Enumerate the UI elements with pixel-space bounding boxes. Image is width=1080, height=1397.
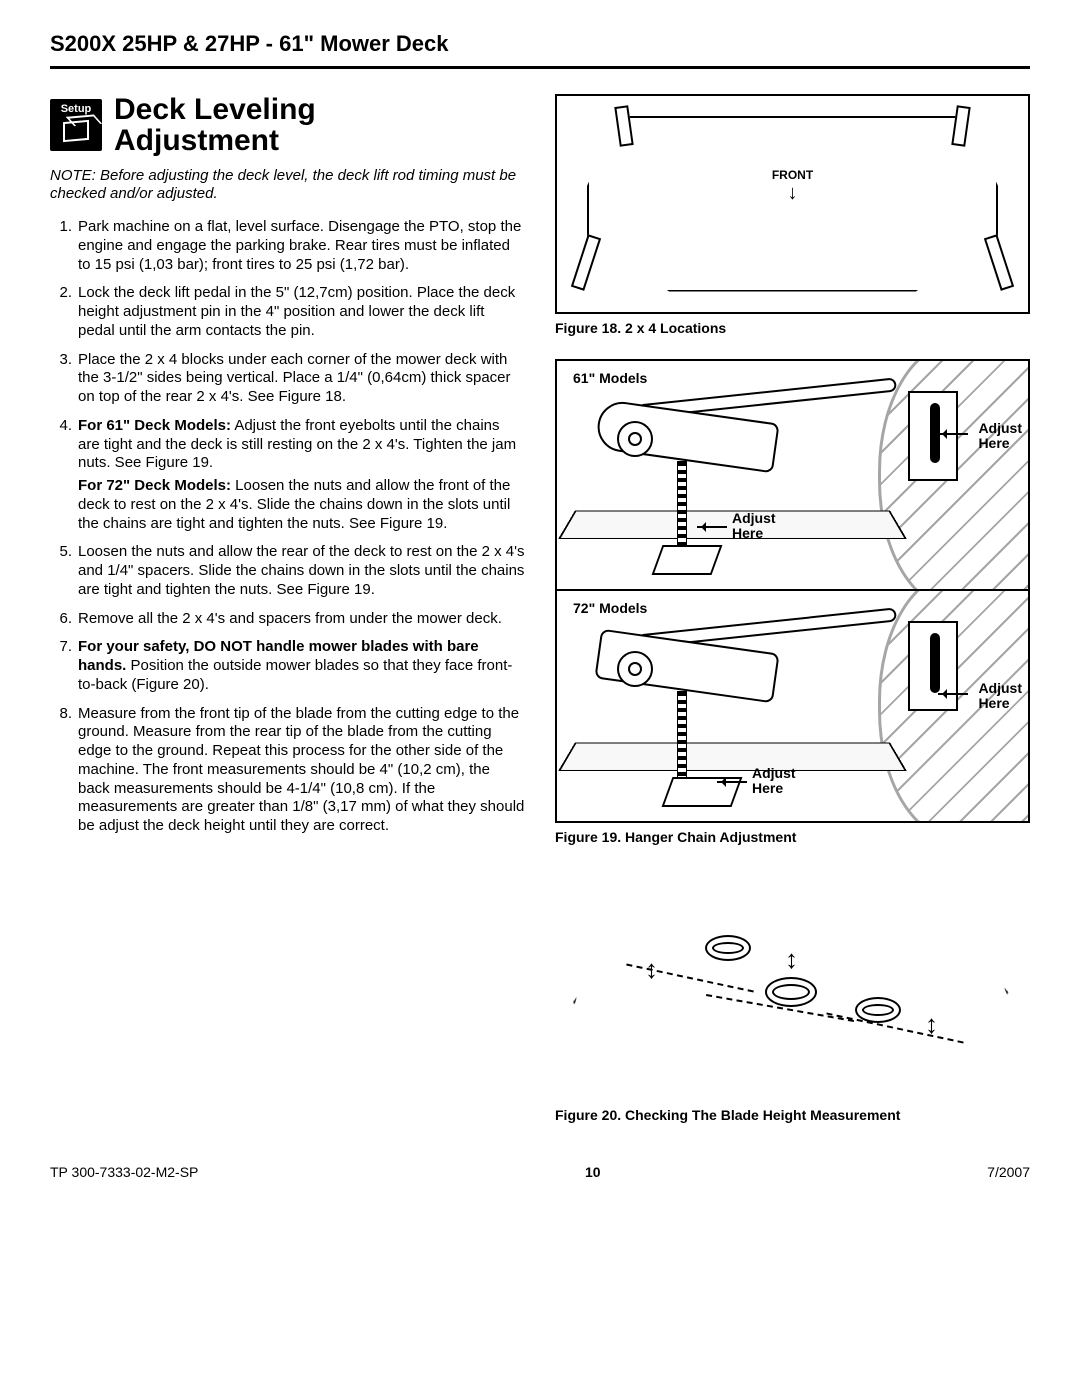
- adjust-label-bottom-72: Adjust Here: [752, 766, 796, 795]
- updown-arrow-icon: ↕: [925, 1017, 938, 1033]
- pulley-shape: [765, 977, 817, 1007]
- figure-19-caption: Figure 19. Hanger Chain Adjustment: [555, 829, 1030, 847]
- updown-arrow-icon: ↕: [645, 962, 658, 978]
- arrow-icon: [938, 433, 968, 435]
- figure-20: ↕ ↕ ↕: [555, 887, 1030, 1107]
- front-text: FRONT: [772, 168, 813, 182]
- panel-72-label: 72" Models: [571, 599, 649, 619]
- down-arrow-icon: ↓: [772, 185, 813, 201]
- page-header: S200X 25HP & 27HP - 61" Mower Deck: [50, 30, 1030, 69]
- deck-outline-shape: [587, 116, 998, 292]
- chain-plate-shape: [652, 545, 723, 575]
- step-10: Measure from the front tip of the blade …: [50, 705, 525, 836]
- setup-icon-label: Setup: [61, 103, 92, 115]
- section-title: Deck Leveling Adjustment: [114, 94, 316, 157]
- note-text: NOTE: Before adjusting the deck level, t…: [50, 167, 525, 205]
- step-2: Lock the deck lift pedal in the 5" (12,7…: [50, 284, 525, 340]
- arrow-icon: [697, 526, 727, 528]
- section-title-line1: Deck Leveling: [114, 93, 316, 126]
- updown-arrow-icon: ↕: [785, 952, 798, 968]
- setup-icon: Setup: [50, 99, 102, 151]
- pulley-shape: [705, 935, 751, 961]
- step-6b-bold: For 72" Deck Models:: [78, 477, 231, 494]
- pivot-shape: [617, 421, 653, 457]
- footer-left: TP 300-7333-02-M2-SP: [50, 1164, 198, 1182]
- page-footer: TP 300-7333-02-M2-SP 10 7/2007: [50, 1164, 1030, 1182]
- slot-shape: [908, 391, 958, 481]
- arrow-icon: [717, 781, 747, 783]
- figure-18: FRONT ↓: [555, 94, 1030, 314]
- step-6-bold: For 61" Deck Models:: [78, 417, 231, 434]
- figure-19-panel-72: 72" Models Adjust Here Adjust Here: [557, 591, 1028, 821]
- adjust-label-right-61: Adjust Here: [978, 421, 1022, 450]
- step-3: Place the 2 x 4 blocks under each corner…: [50, 351, 525, 407]
- left-column: Setup Deck Leveling Adjustment NOTE: Bef…: [50, 94, 525, 1125]
- step-9: For your safety, DO NOT handle mower bla…: [50, 638, 525, 694]
- chain-shape: [677, 691, 687, 791]
- footer-page-number: 10: [585, 1164, 601, 1182]
- pulley-shape: [855, 997, 901, 1023]
- step-6: For 61" Deck Models: Adjust the front ey…: [50, 417, 525, 534]
- step-1: Park machine on a flat, level surface. D…: [50, 218, 525, 274]
- arrow-icon: [938, 693, 968, 695]
- figure-18-caption: Figure 18. 2 x 4 Locations: [555, 320, 1030, 338]
- figure-19-panel-61: 61" Models Adjust Here Adjust Here: [557, 361, 1028, 591]
- step-9-rest: Position the outside mower blades so tha…: [78, 657, 512, 693]
- adjust-label-right-72: Adjust Here: [978, 681, 1022, 710]
- block-bottom-right: [984, 234, 1014, 291]
- front-label: FRONT ↓: [772, 168, 813, 201]
- section-heading: Setup Deck Leveling Adjustment: [50, 94, 525, 157]
- footer-right: 7/2007: [987, 1164, 1030, 1182]
- right-column: FRONT ↓ Figure 18. 2 x 4 Locations 61" M…: [555, 94, 1030, 1125]
- slot-shape: [908, 621, 958, 711]
- figure-20-caption: Figure 20. Checking The Blade Height Mea…: [555, 1107, 1030, 1125]
- step-7: Loosen the nuts and allow the rear of th…: [50, 543, 525, 599]
- section-title-line2: Adjustment: [114, 124, 279, 157]
- step-8: Remove all the 2 x 4's and spacers from …: [50, 610, 525, 629]
- block-bottom-left: [571, 234, 601, 291]
- adjust-label-bottom-61: Adjust Here: [732, 511, 776, 540]
- deck-plane-shape: [558, 742, 907, 771]
- pivot-shape: [617, 651, 653, 687]
- procedure-list: Park machine on a flat, level surface. D…: [50, 218, 525, 836]
- panel-61-label: 61" Models: [571, 369, 649, 389]
- two-column-layout: Setup Deck Leveling Adjustment NOTE: Bef…: [50, 94, 1030, 1125]
- figure-19: 61" Models Adjust Here Adjust Here 72" M…: [555, 359, 1030, 823]
